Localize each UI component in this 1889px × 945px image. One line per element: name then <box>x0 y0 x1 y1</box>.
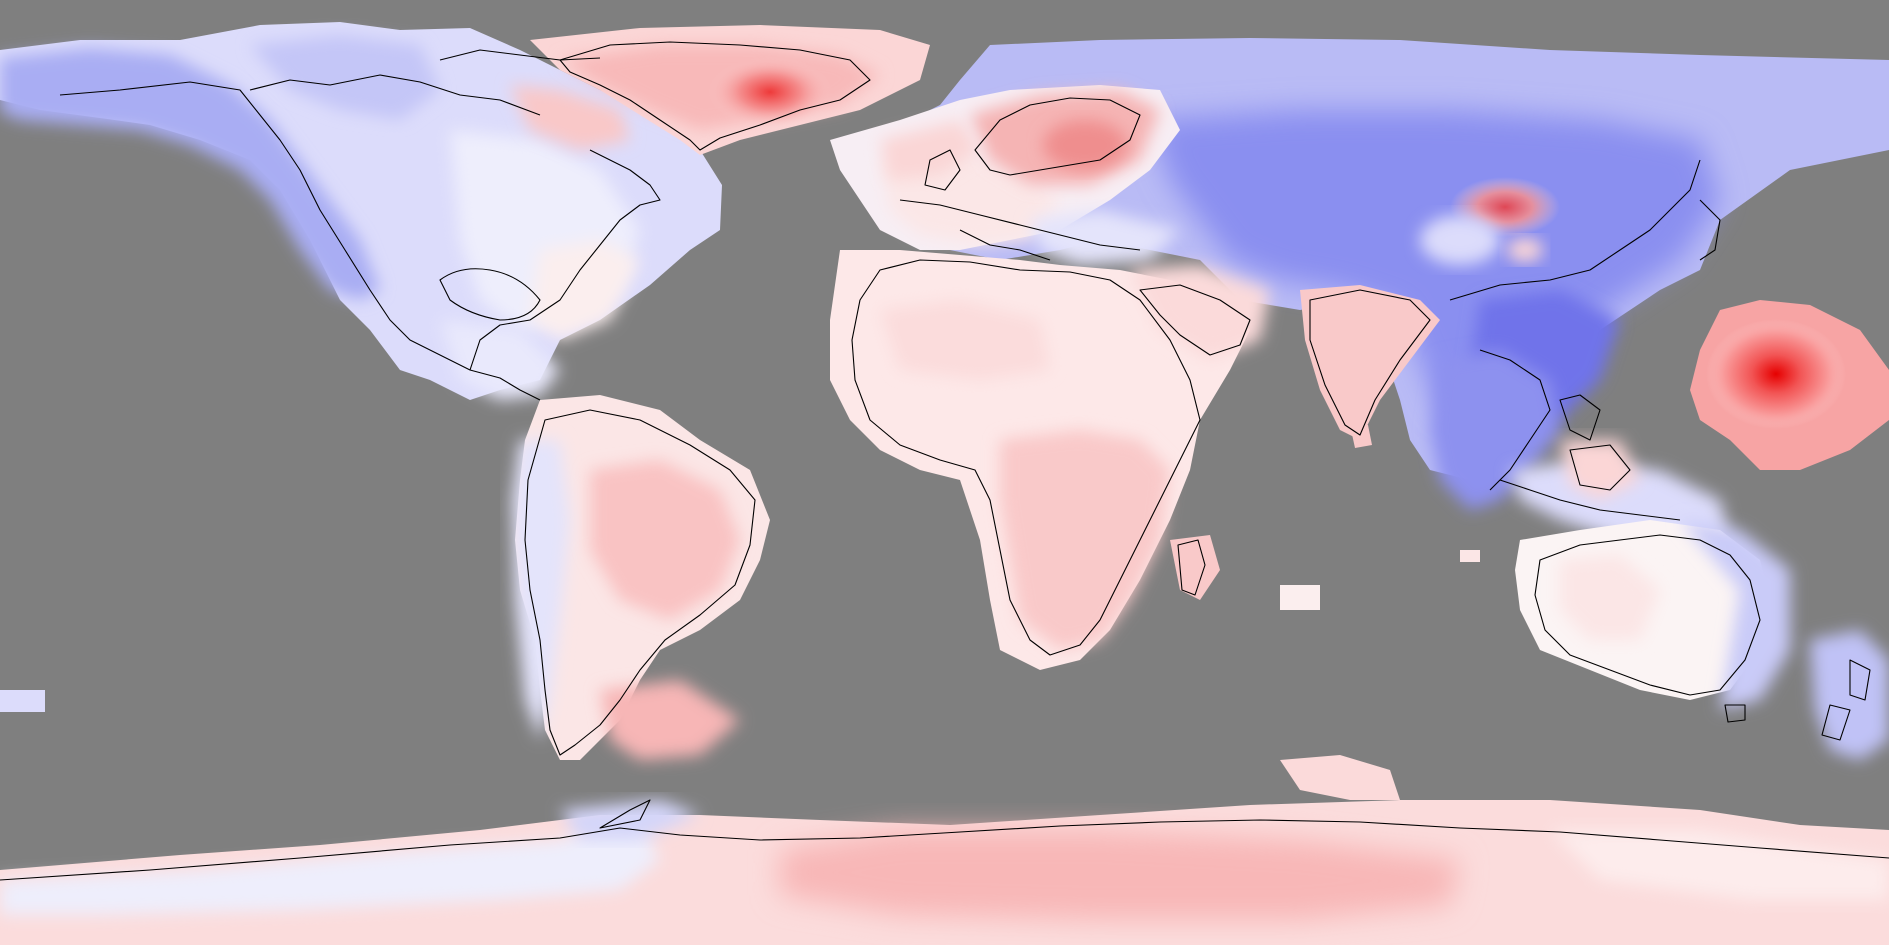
greenland-east-hotspot <box>708 57 832 127</box>
sahara-warm <box>880 300 1050 380</box>
region-north-america <box>0 22 722 400</box>
scandinavia-hotspot <box>1043 120 1127 170</box>
region-india <box>1300 285 1440 448</box>
madagascar <box>1170 535 1220 600</box>
north-sea-warm <box>880 120 980 180</box>
antarctic-peninsula-cool <box>560 800 700 840</box>
eastern-australia-cool <box>1680 520 1790 710</box>
brazil-warm <box>590 460 740 620</box>
ross-sea-region <box>1550 830 1889 900</box>
india <box>1300 285 1440 440</box>
siberia-china-cold <box>1150 110 1720 430</box>
kerguelen-patch <box>1280 755 1400 800</box>
south-pacific-patch <box>0 690 45 712</box>
arabian-peninsula <box>1130 265 1270 360</box>
region-europe <box>830 85 1180 265</box>
west-pacific-hotspot <box>1706 319 1846 429</box>
southern-africa-warm <box>1000 430 1170 650</box>
mongolia-small-warm <box>1507 238 1543 262</box>
region-africa-middle-east <box>830 250 1270 670</box>
central-america <box>440 320 560 400</box>
cocos-patch <box>1460 550 1480 562</box>
region-australia <box>1515 520 1790 710</box>
us-southeast <box>530 240 640 340</box>
sri-lanka <box>1350 425 1372 448</box>
black-sea-region <box>1030 210 1180 265</box>
west-antarctica-cool <box>0 820 660 915</box>
alaska-western-canada <box>0 48 380 300</box>
patagonia-warm <box>600 680 740 760</box>
mongolia-light-patch <box>1420 215 1500 265</box>
region-antarctica <box>0 800 1889 945</box>
australia-interior <box>1560 555 1660 640</box>
east-antarctica-warm <box>780 830 1460 920</box>
misc-patches <box>0 550 1480 800</box>
region-west-pacific <box>1690 300 1889 470</box>
indian-ocean-patch <box>1280 585 1320 610</box>
arctic-canada <box>250 35 440 120</box>
hudson-bay-warm <box>510 85 630 150</box>
coastlines <box>0 41 1889 881</box>
